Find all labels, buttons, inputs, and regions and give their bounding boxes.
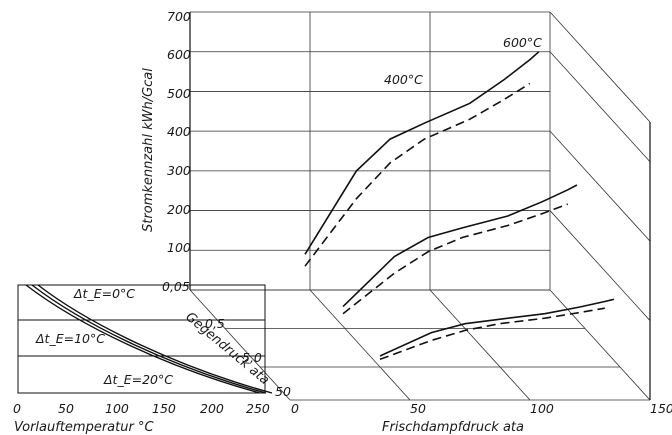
floor-line	[429, 289, 531, 401]
y-tick-label: 600	[167, 47, 191, 62]
y-axis-label: Stromkennzahl kWh/Gcal	[141, 68, 156, 232]
x-axis-label: Frischdampfdruck ata	[382, 420, 524, 435]
inset-x-tick-label: 100	[105, 401, 129, 416]
floor-line	[189, 289, 291, 401]
depth-axis-label: Gegendruck ata	[182, 310, 272, 389]
series-line	[342, 184, 578, 308]
series-label-400: 400°C	[384, 72, 423, 87]
x-tick-label: 150	[650, 401, 672, 416]
inset-x-tick-label: 250	[246, 401, 270, 416]
depth-tick-labels: 0,5 5,0 50	[205, 316, 291, 399]
data-curves	[304, 51, 615, 361]
inset-curve-label-20: Δt_E=20°C	[103, 372, 173, 387]
grid	[189, 11, 651, 401]
series-line	[304, 51, 540, 255]
inset-x-tick-label: 50	[58, 401, 74, 416]
inset-frame	[17, 284, 266, 394]
x-tick-label: 50	[410, 401, 426, 416]
y-tick-label: 100	[167, 240, 191, 255]
floor-line	[549, 289, 651, 401]
inset-x-tick-labels: 0 50 100 150 200 250	[13, 401, 270, 416]
y-tick-label: 300	[167, 163, 191, 178]
y-tick-label: 700	[167, 9, 191, 24]
y-tick-label: 0,05	[162, 279, 190, 294]
series-label-600: 600°C	[503, 35, 542, 50]
inset-curve	[31, 284, 267, 394]
inset-curve	[37, 284, 273, 394]
x-tick-labels: 0 50 100 150	[291, 401, 672, 416]
side-line	[549, 130, 651, 242]
inset-curve-label-10: Δt_E=10°C	[35, 331, 105, 346]
inset-x-axis-label: Vorlauftemperatur °C	[14, 420, 154, 435]
floor-line	[309, 289, 411, 401]
inset-x-tick-label: 0	[13, 401, 21, 416]
side-line	[549, 210, 651, 321]
depth-tick-label: 50	[275, 384, 291, 399]
series-line	[342, 203, 569, 315]
series-line	[304, 82, 531, 267]
y-tick-label: 500	[167, 86, 191, 101]
inset-curve	[25, 284, 261, 394]
inset-chart: 0 50 100 150 200 250 Vorlauftemperatur °…	[13, 284, 273, 435]
depth-tick-label: 5,0	[242, 350, 262, 365]
inset-x-tick-label: 200	[200, 401, 224, 416]
y-tick-label: 200	[167, 202, 191, 217]
inset-curve-label-0: Δt_E=0°C	[73, 286, 135, 301]
series-line	[379, 307, 605, 361]
series-line	[379, 298, 615, 357]
x-tick-label: 100	[530, 401, 554, 416]
inset-x-tick-label: 150	[152, 401, 176, 416]
side-line	[549, 11, 651, 123]
side-line	[549, 51, 651, 162]
x-tick-label: 0	[291, 401, 299, 416]
y-tick-labels: 0,05 100 200 300 400 500 600 700	[162, 9, 191, 294]
y-tick-label: 400	[167, 124, 191, 139]
axes-frame	[189, 12, 651, 400]
